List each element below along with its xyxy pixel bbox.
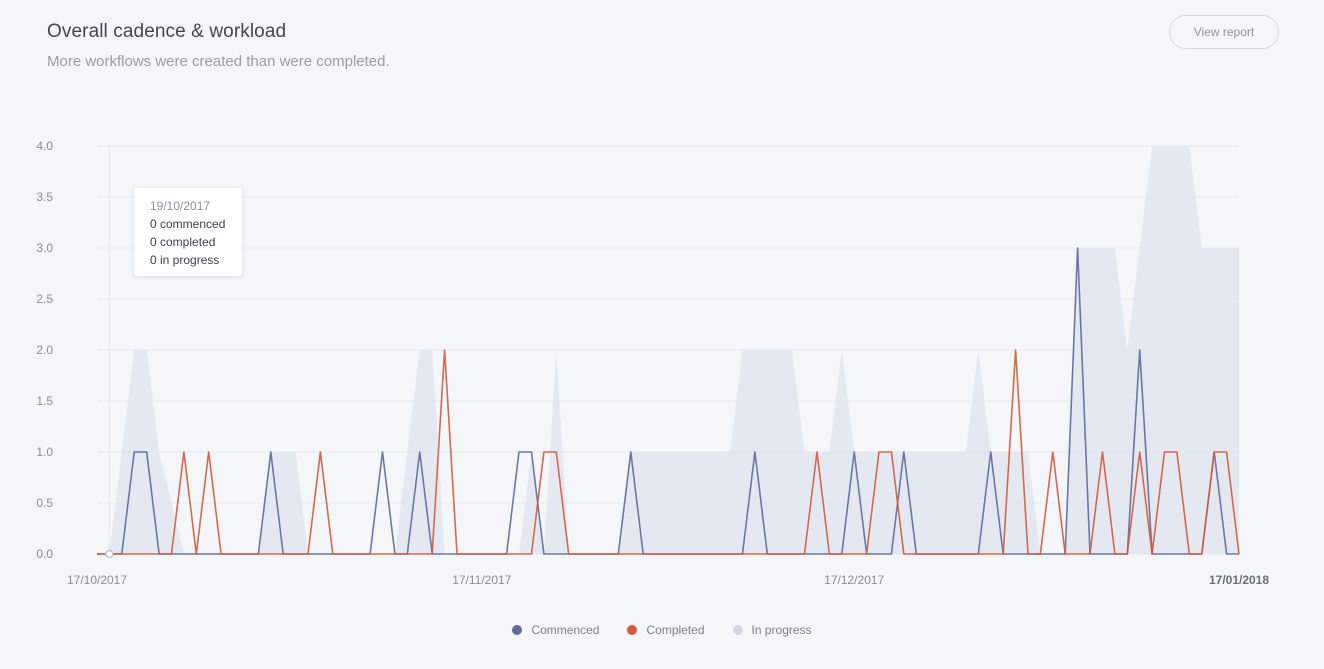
- view-report-button[interactable]: View report: [1169, 15, 1279, 49]
- chart-subtitle: More workflows were created than were co…: [47, 53, 390, 70]
- y-tick-label: 1.5: [36, 394, 53, 408]
- legend-item-in-progress[interactable]: In progress: [732, 623, 812, 637]
- chart-markers: [105, 549, 114, 559]
- series-lines: [97, 247, 1240, 555]
- legend-dot-commenced: [512, 625, 523, 635]
- legend-item-completed[interactable]: Completed: [627, 623, 705, 637]
- chart-title: Overall cadence & workload: [47, 21, 287, 42]
- legend-label-in-progress: In progress: [751, 623, 812, 637]
- y-axis: 0.0 0.5 1.0 1.5 2.0 2.5 3.0 3.5 4.0: [36, 139, 53, 561]
- y-tick-label: 1.0: [36, 445, 53, 459]
- legend-dot-in-progress: [732, 625, 743, 635]
- y-tick-label: 0.5: [36, 496, 53, 510]
- x-tick-label: 17/10/2017: [67, 573, 127, 587]
- x-tick-label: 17/12/2017: [824, 573, 884, 587]
- chart-legend: Commenced Completed In progress: [0, 623, 1324, 637]
- legend-dot-completed: [627, 625, 638, 635]
- legend-label-completed: Completed: [646, 623, 705, 637]
- x-tick-label: 17/01/2018: [1209, 573, 1269, 587]
- tooltip-completed: 0 completed: [150, 235, 216, 249]
- y-tick-label: 4.0: [36, 139, 53, 153]
- series-area-in-progress: [97, 146, 1239, 554]
- x-axis: 17/10/2017 17/11/2017 17/12/2017 17/01/2018: [67, 573, 1269, 587]
- series-line-completed: [97, 349, 1240, 555]
- legend-label-commenced: Commenced: [531, 623, 600, 637]
- tooltip-commenced: 0 commenced: [150, 217, 226, 231]
- x-tick-label: 17/11/2017: [452, 573, 511, 587]
- y-tick-label: 3.0: [36, 241, 53, 255]
- y-tick-label: 3.5: [36, 190, 53, 204]
- in-progress-area: [97, 146, 1239, 554]
- legend-item-commenced[interactable]: Commenced: [512, 623, 599, 637]
- tooltip-in-progress: 0 in progress: [150, 253, 220, 267]
- tooltip-date: 19/10/2017: [150, 199, 211, 213]
- y-tick-label: 0.0: [36, 547, 53, 561]
- hover-point-marker: [105, 549, 114, 559]
- y-tick-label: 2.0: [36, 343, 53, 357]
- y-tick-label: 2.5: [36, 292, 53, 306]
- chart-tooltip: 19/10/2017 0 commenced 0 completed 0 in …: [134, 188, 242, 276]
